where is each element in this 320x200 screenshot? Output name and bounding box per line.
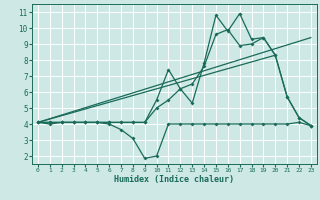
- X-axis label: Humidex (Indice chaleur): Humidex (Indice chaleur): [115, 175, 234, 184]
